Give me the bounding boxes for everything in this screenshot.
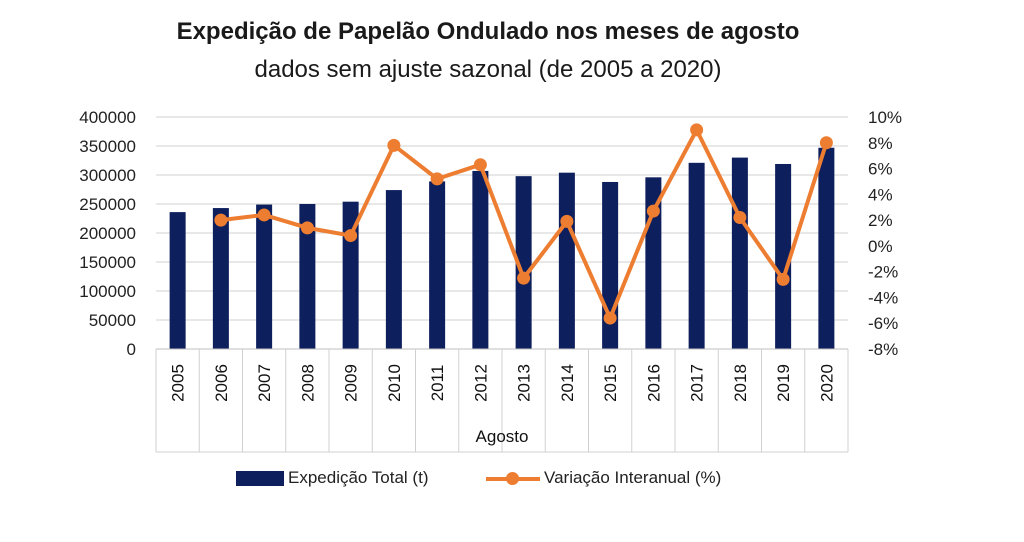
- x-tick-label: 2010: [385, 364, 404, 402]
- legend: Expedição Total (t) Variação Interanual …: [0, 468, 1000, 498]
- y-left-tick-label: 50000: [89, 311, 136, 330]
- y-right-tick-label: -6%: [868, 314, 898, 333]
- bar-2017: [688, 162, 705, 349]
- y-right-tick-label: 0%: [868, 237, 893, 256]
- x-tick-label: 2008: [298, 364, 317, 402]
- y-right-tick-label: 10%: [868, 108, 902, 127]
- chart-subtitle: dados sem ajuste sazonal (de 2005 a 2020…: [254, 56, 722, 83]
- bar-2006: [212, 208, 229, 349]
- legend-label-line: Variação Interanual (%): [544, 468, 722, 487]
- variation-point-2012: [473, 158, 487, 172]
- bar-series: [169, 147, 835, 349]
- variation-point-2013: [517, 271, 531, 285]
- x-tick-label: 2006: [212, 364, 231, 402]
- variation-point-2017: [690, 123, 704, 137]
- bar-2014: [558, 172, 575, 349]
- variation-point-2018: [733, 211, 747, 225]
- variation-point-2015: [603, 311, 617, 325]
- x-tick-label: 2012: [471, 364, 490, 402]
- bar-2020: [818, 147, 835, 349]
- x-tick-label: 2007: [255, 364, 274, 402]
- bar-2013: [515, 176, 532, 349]
- variation-point-2010: [387, 138, 401, 152]
- legend-label-bars: Expedição Total (t): [288, 468, 429, 487]
- bar-2019: [775, 163, 792, 349]
- variation-point-2020: [819, 136, 833, 150]
- x-tick-label: 2011: [428, 365, 447, 402]
- x-tick-label: 2013: [515, 364, 534, 402]
- y-left-tick-label: 0: [127, 340, 136, 359]
- legend-item-line: Variação Interanual (%): [486, 468, 721, 488]
- y-left-tick-label: 300000: [79, 166, 136, 185]
- bar-2008: [299, 204, 316, 349]
- x-tick-label: 2005: [169, 364, 188, 402]
- legend-swatch-line: [486, 471, 540, 486]
- y-right-tick-label: 4%: [868, 185, 893, 204]
- variation-point-2009: [344, 229, 358, 243]
- x-tick-label: 2015: [601, 364, 620, 402]
- bar-2005: [169, 212, 186, 349]
- x-tick-label: 2014: [558, 364, 577, 402]
- variation-point-2008: [300, 221, 314, 235]
- x-tick-label: 2018: [731, 364, 750, 402]
- y-left-tick-label: 250000: [79, 195, 136, 214]
- y-right-tick-label: -4%: [868, 288, 898, 307]
- variation-point-2006: [214, 213, 228, 227]
- x-tick-label: 2020: [817, 364, 836, 402]
- y-left-tick-label: 350000: [79, 137, 136, 156]
- y-right-tick-label: 6%: [868, 160, 893, 179]
- y-left-tick-label: 150000: [79, 253, 136, 272]
- variation-point-2016: [646, 204, 660, 218]
- legend-item-bars: Expedição Total (t): [236, 468, 428, 488]
- y-axis-left: 0 50000 100000 150000 200000 250000 300000 3500…: [79, 108, 136, 359]
- bar-2010: [385, 190, 402, 349]
- variation-point-2007: [257, 208, 271, 222]
- x-tick-label: 2016: [644, 364, 663, 402]
- y-axis-right: -8% -6% -4% -2% 0% 2% 4% 6% 8% 10%: [868, 108, 902, 359]
- y-left-tick-label: 200000: [79, 224, 136, 243]
- bar-2011: [429, 181, 446, 349]
- y-right-tick-label: -2%: [868, 263, 898, 282]
- y-right-tick-label: 8%: [868, 134, 893, 153]
- x-axis: 2005 2006 2007 2008 2009 2010 2011 2012 2013 2014…: [155, 348, 849, 453]
- legend-swatch-bar: [236, 470, 284, 486]
- variation-point-2014: [560, 214, 574, 228]
- y-right-tick-label: -8%: [868, 340, 898, 359]
- variation-point-2019: [776, 272, 790, 286]
- y-left-tick-label: 100000: [79, 282, 136, 301]
- chart-title: Expedição de Papelão Ondulado nos meses …: [176, 18, 800, 45]
- x-axis-label: Agosto: [476, 427, 529, 446]
- bar-2007: [256, 204, 273, 349]
- bar-2012: [472, 170, 489, 349]
- x-tick-label: 2017: [688, 364, 707, 402]
- variation-point-2011: [430, 172, 444, 186]
- line-series: [214, 123, 833, 325]
- y-left-tick-label: 400000: [79, 108, 136, 127]
- x-tick-label: 2019: [774, 364, 793, 402]
- y-right-tick-label: 2%: [868, 211, 893, 230]
- bar-2018: [731, 157, 748, 349]
- x-tick-label: 2009: [342, 364, 361, 402]
